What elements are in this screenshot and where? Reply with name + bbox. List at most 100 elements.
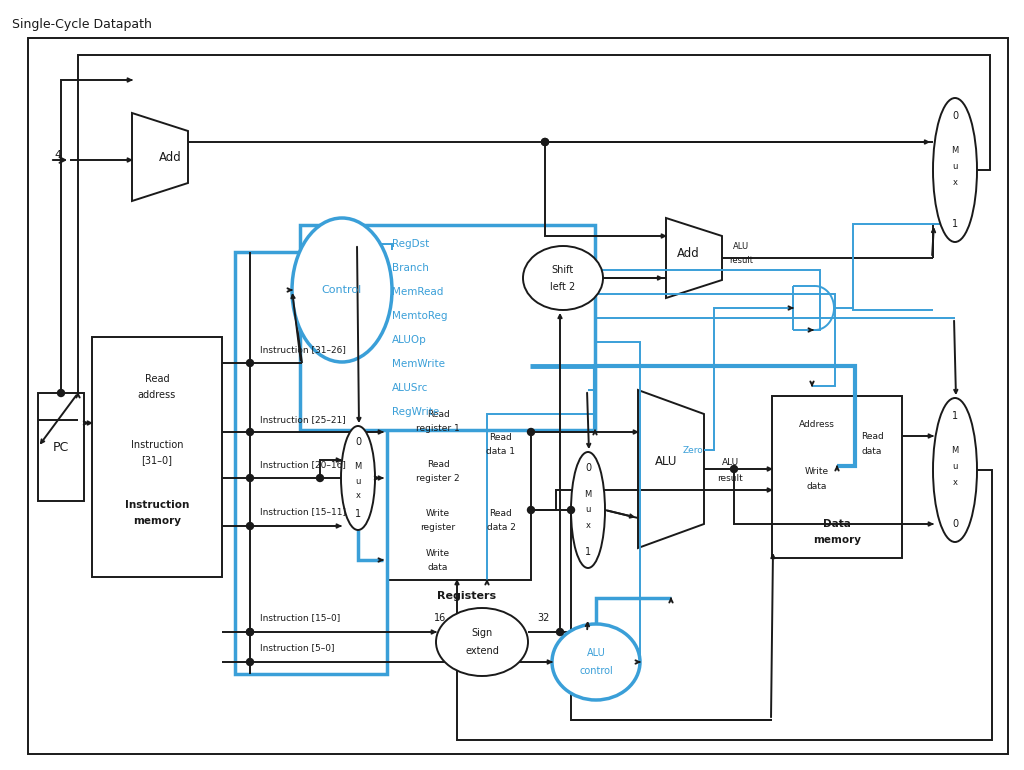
- Text: Instruction: Instruction: [131, 440, 183, 450]
- Ellipse shape: [933, 398, 977, 542]
- Text: Write: Write: [426, 510, 451, 518]
- Circle shape: [57, 390, 65, 397]
- Text: ALU: ALU: [733, 242, 750, 250]
- Text: 32: 32: [537, 613, 549, 623]
- Text: Instruction: Instruction: [125, 500, 189, 510]
- Text: 1: 1: [952, 219, 958, 229]
- Text: M: M: [354, 461, 361, 470]
- Text: u: u: [952, 461, 957, 470]
- Circle shape: [542, 139, 549, 146]
- FancyBboxPatch shape: [38, 393, 84, 501]
- Text: Read: Read: [144, 374, 169, 384]
- Circle shape: [567, 507, 574, 514]
- Text: Read: Read: [860, 431, 884, 440]
- Text: data: data: [862, 447, 883, 456]
- Circle shape: [247, 628, 254, 635]
- Text: register: register: [421, 524, 456, 533]
- Text: Address: Address: [799, 420, 835, 428]
- Text: extend: extend: [465, 646, 499, 656]
- Text: 0: 0: [585, 463, 591, 473]
- Ellipse shape: [933, 98, 977, 242]
- Circle shape: [316, 474, 324, 481]
- Text: x: x: [586, 521, 591, 530]
- Circle shape: [556, 628, 563, 635]
- Circle shape: [542, 139, 549, 146]
- Text: 1: 1: [585, 547, 591, 557]
- Text: data: data: [807, 481, 827, 490]
- Text: Read: Read: [489, 510, 512, 518]
- Text: Read: Read: [427, 460, 450, 468]
- Circle shape: [247, 628, 254, 635]
- Text: Data: Data: [823, 519, 851, 529]
- Text: register 2: register 2: [416, 474, 460, 483]
- Text: Sign: Sign: [471, 628, 493, 638]
- Text: memory: memory: [133, 516, 181, 526]
- Text: MemRead: MemRead: [392, 287, 443, 297]
- Text: Registers: Registers: [437, 591, 497, 601]
- Text: MemWrite: MemWrite: [392, 359, 445, 369]
- Text: data 2: data 2: [486, 524, 515, 533]
- Text: Read: Read: [489, 433, 512, 441]
- Text: x: x: [355, 490, 360, 500]
- Circle shape: [730, 466, 737, 473]
- Circle shape: [247, 658, 254, 665]
- Text: M: M: [951, 146, 958, 155]
- Text: 0: 0: [952, 111, 958, 121]
- Text: ALUSrc: ALUSrc: [392, 383, 428, 393]
- Text: x: x: [952, 477, 957, 487]
- Text: control: control: [580, 666, 613, 676]
- Ellipse shape: [571, 452, 605, 568]
- Ellipse shape: [341, 426, 375, 530]
- Text: 16: 16: [434, 613, 446, 623]
- Text: Instruction [15–11]: Instruction [15–11]: [260, 507, 346, 517]
- Circle shape: [247, 523, 254, 530]
- Text: 1: 1: [952, 411, 958, 421]
- FancyBboxPatch shape: [300, 225, 595, 430]
- Text: ALUOp: ALUOp: [392, 335, 427, 345]
- FancyBboxPatch shape: [383, 382, 531, 580]
- Text: Read: Read: [427, 410, 450, 419]
- Text: u: u: [952, 162, 957, 170]
- Text: ALU: ALU: [654, 454, 677, 467]
- Text: RegDst: RegDst: [392, 239, 429, 249]
- Text: Add: Add: [677, 246, 699, 259]
- Text: Branch: Branch: [392, 263, 429, 273]
- Text: M: M: [951, 446, 958, 454]
- Text: MemtoReg: MemtoReg: [392, 311, 447, 321]
- Text: result: result: [729, 256, 753, 265]
- Ellipse shape: [436, 608, 528, 676]
- Text: M: M: [585, 490, 592, 498]
- Circle shape: [527, 428, 535, 436]
- Text: address: address: [138, 390, 176, 400]
- Ellipse shape: [292, 218, 392, 362]
- Text: Instruction [31–26]: Instruction [31–26]: [260, 346, 346, 354]
- Circle shape: [247, 428, 254, 436]
- FancyBboxPatch shape: [28, 38, 1008, 754]
- Text: x: x: [952, 178, 957, 186]
- Text: Single-Cycle Datapath: Single-Cycle Datapath: [12, 18, 152, 31]
- Text: [31–0]: [31–0]: [141, 455, 172, 465]
- Text: u: u: [586, 505, 591, 514]
- Text: Control: Control: [322, 285, 362, 295]
- Text: Instruction [15–0]: Instruction [15–0]: [260, 614, 340, 622]
- Text: Write: Write: [426, 550, 451, 558]
- Text: u: u: [355, 477, 360, 486]
- Text: 4: 4: [54, 150, 61, 160]
- Text: result: result: [717, 474, 742, 483]
- Text: 1: 1: [355, 509, 361, 519]
- Text: data 1: data 1: [486, 447, 515, 456]
- FancyBboxPatch shape: [772, 396, 902, 558]
- Text: data: data: [428, 564, 449, 573]
- Text: Add: Add: [159, 150, 181, 163]
- Text: Instruction [5–0]: Instruction [5–0]: [260, 644, 335, 652]
- FancyBboxPatch shape: [92, 337, 222, 577]
- Text: RegWrite: RegWrite: [392, 407, 439, 417]
- Text: left 2: left 2: [550, 282, 575, 292]
- Ellipse shape: [552, 624, 640, 700]
- Text: register 1: register 1: [416, 424, 460, 433]
- Circle shape: [247, 360, 254, 367]
- Text: memory: memory: [813, 535, 861, 545]
- Text: 0: 0: [355, 437, 361, 447]
- Text: PC: PC: [53, 440, 70, 454]
- Text: ALU: ALU: [587, 648, 605, 658]
